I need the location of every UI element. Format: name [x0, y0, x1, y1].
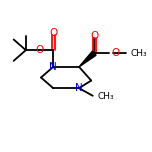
Text: N: N: [75, 83, 83, 93]
Text: O: O: [49, 28, 57, 38]
Text: N: N: [49, 62, 57, 72]
Text: CH₃: CH₃: [98, 92, 114, 101]
Text: O: O: [35, 45, 43, 55]
Text: CH₃: CH₃: [131, 49, 147, 58]
Polygon shape: [79, 51, 96, 67]
Text: O: O: [90, 31, 98, 41]
Text: O: O: [111, 48, 119, 58]
